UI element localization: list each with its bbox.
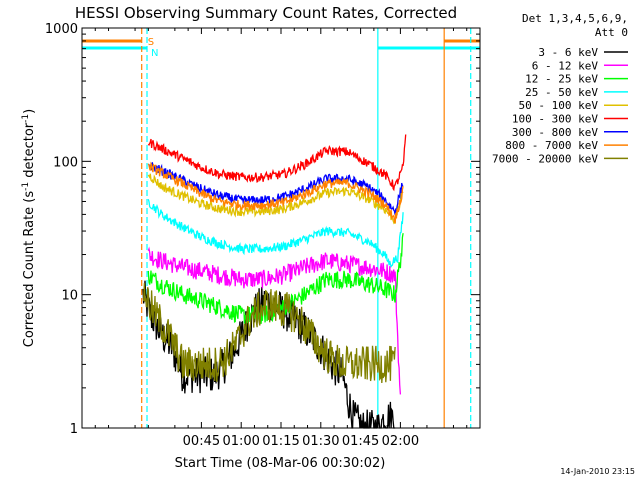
x-tick-label: 01:00: [222, 434, 259, 449]
legend-label: 100 - 300 keV: [512, 113, 598, 126]
legend-label: 25 - 50 keV: [525, 86, 598, 99]
y-tick-label: 10: [61, 289, 78, 304]
x-tick-label: 01:45: [342, 434, 379, 449]
y-axis-label: Corrected Count Rate (s-1 detector-1): [21, 109, 37, 347]
y-tick-label: 1: [70, 422, 78, 437]
legend-label: 3 - 6 keV: [538, 46, 598, 59]
x-axis: 00:45 01:00 01:15 01:30 01:45 02:00: [94, 28, 468, 449]
series-line-8: [147, 161, 404, 224]
x-axis-label: Start Time (08-Mar-06 00:30:02): [175, 456, 386, 471]
legend-label: 12 - 25 keV: [525, 73, 598, 86]
series-layer: [142, 134, 407, 429]
series-line-4: [147, 199, 404, 268]
series-line-5: [147, 173, 404, 225]
x-tick-label: 01:15: [262, 434, 299, 449]
chart-title: HESSI Observing Summary Count Rates, Cor…: [75, 4, 457, 22]
x-tick-label: 02:00: [382, 434, 419, 449]
night-flag-label: N: [151, 48, 158, 59]
series-line-6: [147, 134, 407, 192]
series-line-2: [147, 246, 402, 395]
legend-label: 6 - 12 keV: [532, 59, 599, 72]
saa-flag-label: S: [148, 37, 154, 48]
legend-label: 7000 - 20000 keV: [492, 152, 598, 165]
y-tick-label: 1000: [45, 22, 78, 37]
y-axis: 1 10 100 1000: [45, 22, 480, 437]
legend-label: 300 - 800 keV: [512, 126, 598, 139]
flag-bars: SN: [82, 37, 480, 59]
attenuator-markers: [141, 28, 472, 428]
legend-header-line1: Det 1,3,4,5,6,9,: [522, 12, 628, 25]
legend-header-line2: Att 0: [595, 26, 628, 39]
legend-label: 800 - 7000 keV: [505, 139, 598, 152]
x-tick-label: 01:30: [302, 434, 339, 449]
x-tick-label: 00:45: [183, 434, 220, 449]
y-tick-label: 100: [53, 155, 78, 170]
legend-label: 50 - 100 keV: [519, 99, 599, 112]
series-line-9: [143, 283, 396, 384]
footer-timestamp: 14-Jan-2010 23:15: [560, 467, 635, 476]
